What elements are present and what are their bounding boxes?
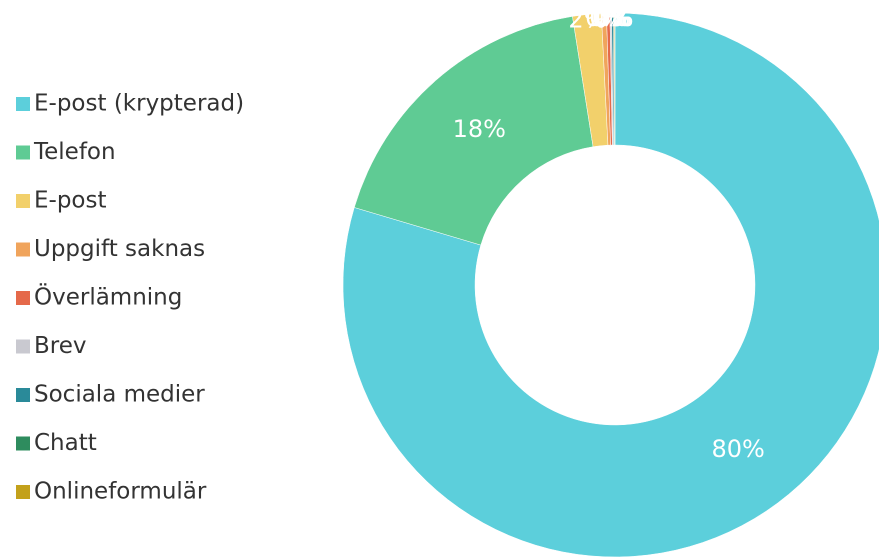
slice-label: 0%	[585, 4, 623, 32]
legend-swatch	[16, 242, 30, 257]
slice-label: 0%	[593, 4, 631, 32]
legend-label: Onlineformulär	[34, 479, 207, 505]
slice	[353, 16, 594, 246]
slice	[342, 12, 879, 557]
legend-label: E-post (krypterad)	[34, 91, 244, 117]
legend-swatch	[16, 97, 30, 111]
slice-label: 18%	[453, 115, 506, 143]
legend-swatch	[16, 339, 30, 354]
slice-label: 2%	[568, 5, 606, 33]
legend-label: Uppgift saknas	[34, 236, 205, 262]
legend-swatch	[16, 194, 30, 208]
slice-label: 80%	[711, 435, 764, 463]
legend-swatch	[16, 291, 30, 305]
legend-label: Brev	[34, 333, 87, 359]
legend-swatch	[16, 436, 30, 451]
slice-label: 0%	[589, 4, 627, 32]
legend-label: E-post	[34, 188, 107, 214]
legend-swatch	[16, 145, 30, 160]
legend-label: Överlämning	[34, 283, 182, 311]
slice-label: 0%	[596, 4, 634, 32]
legend-label: Chatt	[34, 430, 97, 456]
slice-label: 0%	[595, 4, 633, 32]
slice	[613, 12, 616, 146]
legend-swatch	[16, 388, 30, 402]
legend-swatch	[16, 485, 30, 499]
legend-label: Sociala medier	[34, 382, 205, 408]
legend-label: Telefon	[33, 139, 116, 165]
slice-label: 0%	[592, 4, 630, 32]
